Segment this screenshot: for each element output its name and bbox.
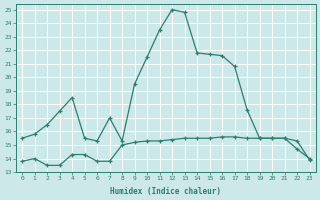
X-axis label: Humidex (Indice chaleur): Humidex (Indice chaleur)	[110, 187, 221, 196]
